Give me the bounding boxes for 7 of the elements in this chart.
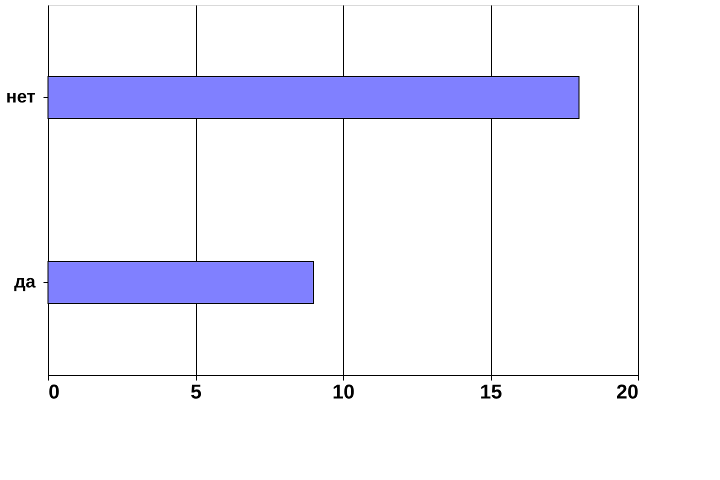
y-tick-label: нет — [6, 86, 36, 106]
y-tick-label: да — [14, 272, 36, 292]
x-tick-label: 0 — [48, 382, 60, 404]
x-tick-label: 5 — [190, 382, 202, 404]
x-tick-label: 15 — [480, 382, 502, 404]
x-tick-label: 10 — [332, 382, 355, 404]
x-tick-label: 20 — [616, 382, 638, 404]
